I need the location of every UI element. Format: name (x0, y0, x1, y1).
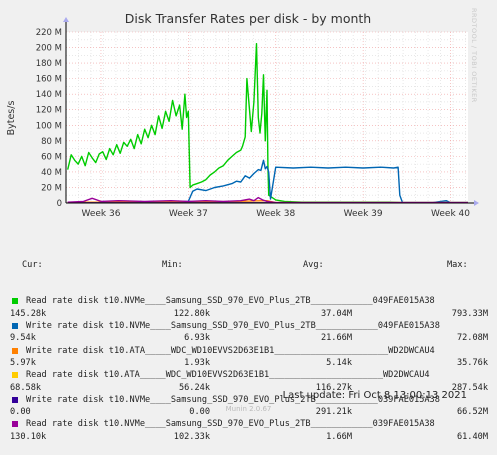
legend-item: Read rate disk t10.ATA_____WDC_WD10EVVS2… (0, 369, 497, 381)
last-update: Last update: Fri Oct 8 13:00:13 2021 (282, 390, 467, 401)
legend-cur: 9.54k (10, 333, 36, 344)
y-tick-label: 180 M (36, 59, 62, 69)
legend-avg: 116.27k (315, 382, 352, 393)
legend-header-max: Max: (447, 259, 468, 270)
legend-min: 102.33k (173, 431, 210, 442)
munin-version: Munin 2.0.67 (225, 405, 272, 413)
x-tick-label: Week 39 (344, 209, 383, 219)
legend-cur: 0.00 (10, 407, 31, 418)
x-tick-label: Week 40 (431, 209, 470, 219)
legend-item: Write rate disk t10.NVMe____Samsung_SSD_… (0, 394, 497, 406)
legend-swatch (12, 396, 18, 403)
legend-values: 0.00 0.00 291.21k 66.52M (0, 406, 497, 418)
y-axis-label: Bytes/s (6, 101, 17, 136)
y-tick-label: 60 M (41, 152, 62, 162)
chart-title: Disk Transfer Rates per disk - by month (125, 11, 371, 26)
chart: Disk Transfer Rates per disk - by month … (6, 11, 479, 219)
legend-min: 56.24k (178, 382, 210, 393)
legend-item: Read rate disk t10.NVMe____Samsung_SSD_9… (0, 418, 497, 430)
y-tick-label: 20 M (41, 183, 62, 193)
legend-label: Read rate disk t10.ATA_____WDC_WD10EVVS2… (26, 370, 430, 381)
legend-label: Write rate disk t10.NVMe____Samsung_SSD_… (26, 321, 440, 332)
y-tick-label: 100 M (36, 121, 62, 131)
legend-values: 130.10k 102.33k 1.66M 61.40M (0, 431, 497, 443)
legend: Cur: Min: Avg: Max: Read rate disk t10.N… (0, 234, 497, 455)
legend-avg: 21.66M (320, 333, 352, 344)
y-tick-label: 200 M (36, 44, 62, 54)
x-tick-label: Week 38 (256, 209, 295, 219)
legend-max: 793.33M (451, 308, 488, 319)
legend-values: 145.28k 122.80k 37.04M 793.33M (0, 308, 497, 320)
legend-min: 0.00 (189, 407, 210, 418)
y-tick-label: 220 M (36, 28, 62, 38)
legend-item: Write rate disk t10.NVMe____Samsung_SSD_… (0, 320, 497, 332)
x-axis-arrow (474, 200, 479, 206)
series-line-0 (67, 43, 468, 204)
legend-max: 287.54k (451, 382, 488, 393)
y-tick-label: 160 M (36, 75, 62, 85)
legend-swatch (12, 421, 18, 428)
y-tick-label: 120 M (36, 106, 62, 116)
y-axis-arrow (63, 17, 69, 22)
legend-max: 61.40M (456, 431, 488, 442)
legend-avg: 291.21k (315, 407, 352, 418)
legend-avg: 5.14k (326, 357, 352, 368)
legend-item: Read rate disk t10.NVMe____Samsung_SSD_9… (0, 295, 497, 307)
y-tick-label: 40 M (41, 168, 62, 178)
legend-header: Cur: Min: Avg: Max: (0, 259, 497, 271)
y-tick-label: 140 M (36, 90, 62, 100)
legend-swatch (12, 323, 18, 330)
legend-max: 66.52M (456, 407, 488, 418)
legend-max: 35.76k (456, 357, 488, 368)
legend-swatch (12, 298, 18, 305)
legend-values: 68.58k 56.24k 116.27k 287.54k (0, 382, 497, 394)
legend-item: Write rate disk t10.ATA_____WDC_WD10EVVS… (0, 345, 497, 357)
legend-min: 1.93k (184, 357, 210, 368)
legend-cur: 68.58k (10, 382, 42, 393)
legend-header-avg: Avg: (303, 259, 324, 270)
legend-swatch (12, 347, 18, 354)
legend-avg: 37.04M (320, 308, 352, 319)
legend-values: 5.97k 1.93k 5.14k 35.76k (0, 357, 497, 369)
legend-label: Read rate disk t10.NVMe____Samsung_SSD_9… (26, 419, 435, 430)
legend-header-cur: Cur: (22, 259, 43, 270)
y-tick-label: 80 M (41, 137, 62, 147)
legend-min: 6.93k (184, 333, 210, 344)
legend-label: Read rate disk t10.NVMe____Samsung_SSD_9… (26, 296, 435, 307)
legend-cur: 130.10k (10, 431, 47, 442)
legend-min: 122.80k (173, 308, 210, 319)
legend-values: 9.54k 6.93k 21.66M 72.08M (0, 332, 497, 344)
series-line-5 (67, 196, 468, 204)
legend-label: Write rate disk t10.ATA_____WDC_WD10EVVS… (26, 345, 435, 356)
legend-label: Write rate disk t10.NVMe____Samsung_SSD_… (26, 394, 440, 405)
legend-avg: 1.66M (326, 431, 352, 442)
x-tick-label: Week 36 (81, 209, 120, 219)
x-tick-label: Week 37 (169, 209, 208, 219)
rrdtool-credit: RRDTOOL / TOBI OETIKER (470, 8, 478, 103)
legend-max: 72.08M (456, 333, 488, 344)
legend-swatch (12, 372, 18, 379)
legend-header-min: Min: (162, 259, 183, 270)
legend-cur: 145.28k (10, 308, 47, 319)
y-tick-label: 0 (57, 199, 62, 209)
legend-cur: 5.97k (10, 357, 36, 368)
